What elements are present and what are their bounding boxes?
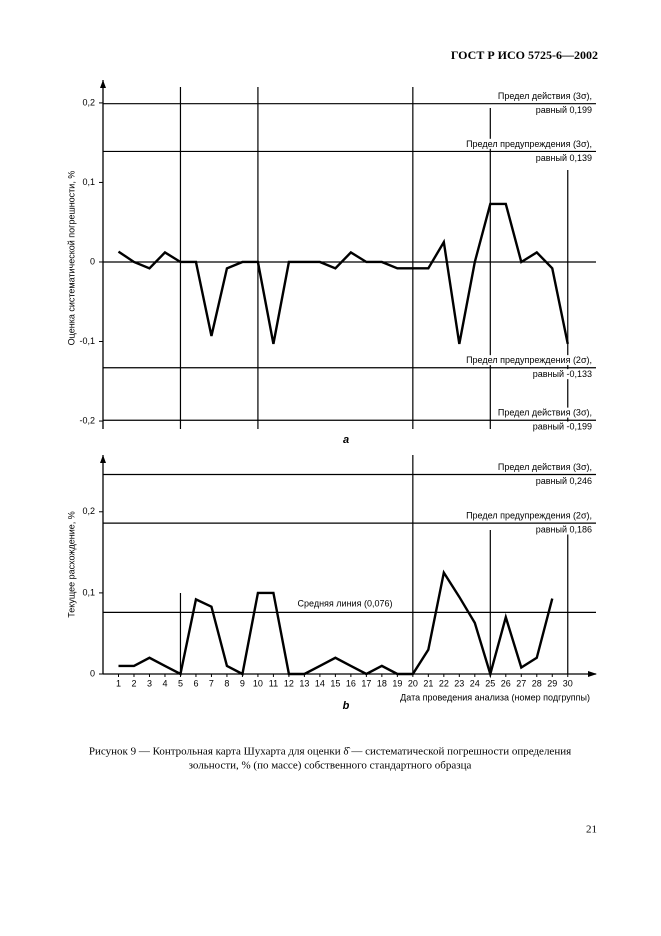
reference-label: Предел предупреждения (3σ), [466,139,592,149]
reference-label: равный -0,199 [533,422,592,432]
reference-label: Предел действия (3σ), [498,408,592,418]
y-axis-arrow [100,455,106,463]
x-tick-label: 2 [131,678,136,688]
x-tick-label: 13 [299,678,309,688]
label-bg [531,421,593,432]
reference-label: Предел действия (3σ), [498,91,592,101]
x-tick-label: 20 [408,678,418,688]
x-tick-label: 7 [209,678,214,688]
x-tick-label: 12 [284,678,294,688]
x-tick-label: 17 [361,678,371,688]
x-tick-label: 4 [162,678,167,688]
label-bg [496,461,593,472]
x-tick-label: 29 [547,678,557,688]
reference-label: равный 0,186 [536,525,592,535]
y-tick-label: 0 [90,668,95,678]
x-tick-label: 28 [532,678,542,688]
x-tick-label: 9 [240,678,245,688]
caption-line: Рисунок 9 — Контрольная карта Шухарта дл… [89,746,571,758]
reference-label: равный 0,199 [536,105,592,115]
x-tick-label: 27 [516,678,526,688]
label-bg [465,355,593,366]
label-bg [465,138,593,149]
chart-sublabel: а [343,434,349,446]
x-tick-label: 3 [147,678,152,688]
x-axis-arrow [588,671,597,677]
caption-line: зольности, % (по массе) собственного ста… [189,760,472,772]
x-tick-label: 16 [346,678,356,688]
x-tick-label: 11 [269,678,278,688]
x-tick-label: 21 [423,678,433,688]
label-bg [465,510,593,521]
label-bg [534,152,593,163]
x-tick-label: 6 [193,678,198,688]
y-tick-label: 0,2 [82,97,95,107]
x-tick-label: 24 [470,678,480,688]
label-bg [534,475,593,486]
header: ГОСТ Р ИСО 5725-6—2002 [451,48,598,62]
y-tick-label: 0 [90,256,95,266]
x-tick-label: 18 [377,678,387,688]
label-bg [534,524,593,535]
x-tick-label: 22 [439,678,449,688]
x-tick-label: 25 [485,678,495,688]
reference-label: равный 0,246 [536,476,592,486]
reference-label: Предел предупреждения (2σ), [466,511,592,521]
y-axis-label: Текущее расхождение, % [66,511,76,617]
x-tick-label: 5 [178,678,183,688]
label-bg [531,369,593,380]
y-tick-label: 0,1 [82,177,95,187]
x-tick-label: 19 [392,678,402,688]
page-number: 21 [586,824,597,836]
y-tick-label: 0,2 [82,506,95,516]
x-tick-label: 8 [224,678,229,688]
label-bg [496,91,593,102]
label-bg [496,407,593,418]
y-axis-arrow [100,80,106,88]
center-line-label: Средняя линия (0,076) [298,599,393,609]
x-tick-label: 10 [253,678,263,688]
y-tick-label: -0,2 [79,415,95,425]
x-tick-label: 15 [330,678,340,688]
chart-sublabel: b [343,700,350,712]
reference-label: Предел действия (3σ), [498,462,592,472]
x-tick-label: 30 [563,678,573,688]
x-tick-label: 26 [501,678,511,688]
y-axis-label: Оценка систематической погрешности, % [66,171,76,346]
data-line [118,569,554,679]
reference-label: равный 0,139 [536,153,592,163]
x-axis-label: Дата проведения анализа (номер подгруппы… [400,692,590,702]
y-tick-label: -0,1 [79,336,95,346]
x-tick-label: 1 [116,678,121,688]
data-line [117,202,569,345]
y-tick-label: 0,1 [82,587,95,597]
x-tick-label: 23 [454,678,464,688]
label-bg [534,105,593,116]
reference-label: равный -0,133 [533,369,592,379]
x-tick-label: 14 [315,678,325,688]
reference-label: Предел предупреждения (2σ), [466,355,592,365]
